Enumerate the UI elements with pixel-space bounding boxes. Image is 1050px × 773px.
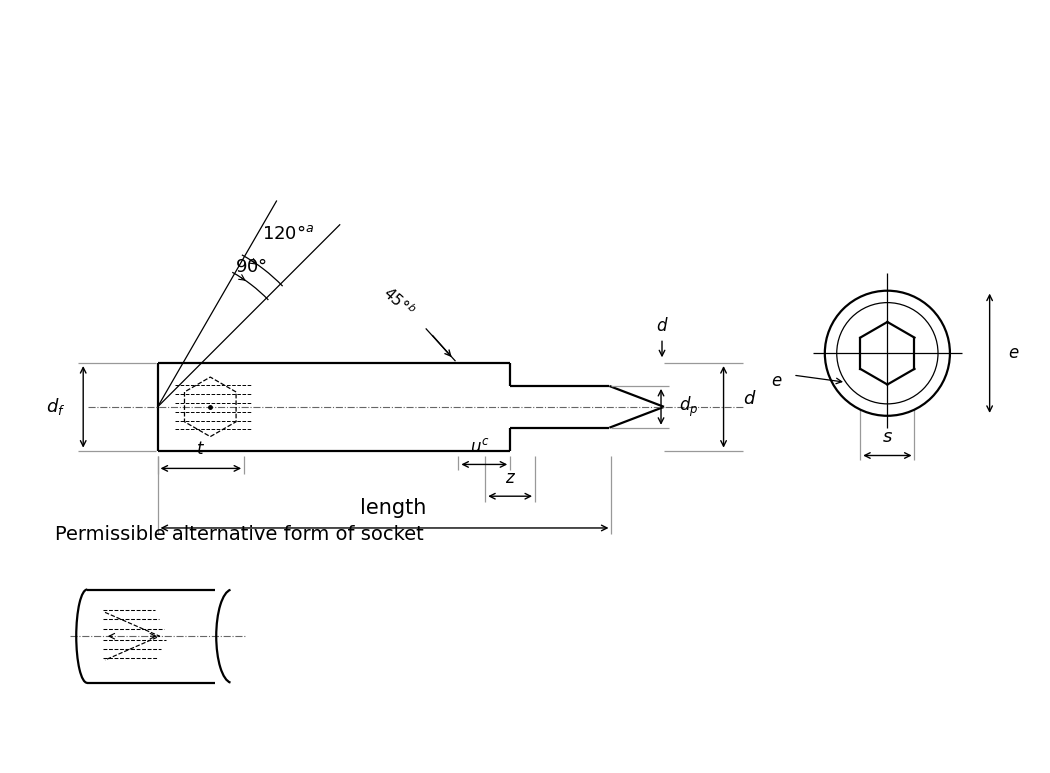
- Text: $d_f$: $d_f$: [45, 397, 65, 417]
- Text: $d$: $d$: [655, 318, 668, 335]
- Text: $d_p$: $d_p$: [679, 395, 698, 419]
- Text: $45°^b$: $45°^b$: [379, 283, 418, 321]
- Text: $z$: $z$: [505, 469, 516, 487]
- Text: length: length: [360, 498, 426, 518]
- Text: $e$: $e$: [1008, 344, 1018, 363]
- Text: $e$: $e$: [772, 372, 783, 390]
- Text: $t$: $t$: [196, 441, 206, 458]
- Text: $d$: $d$: [743, 390, 757, 408]
- Text: $u^c$: $u^c$: [469, 438, 489, 457]
- Text: $s$: $s$: [882, 427, 892, 445]
- Text: $120°^a$: $120°^a$: [261, 225, 314, 243]
- Text: Permissible alternative form of socket: Permissible alternative form of socket: [56, 525, 424, 544]
- Text: $90°$: $90°$: [235, 258, 268, 276]
